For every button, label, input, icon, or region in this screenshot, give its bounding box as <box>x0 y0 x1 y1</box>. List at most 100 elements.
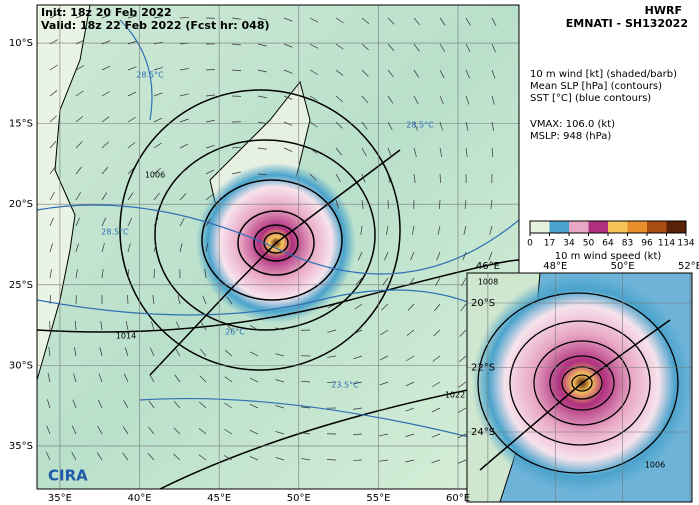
colorbar-tick-label: 134 <box>677 239 694 249</box>
wind-barb <box>101 116 110 123</box>
wind-barb <box>387 17 395 25</box>
wind-barb <box>46 425 51 435</box>
wind-barb <box>327 303 337 309</box>
wind-barb <box>283 17 293 22</box>
wind-barb <box>204 269 207 279</box>
wind-barb <box>465 121 469 131</box>
wind-barb <box>71 425 77 435</box>
sst-label: 23.5°C <box>331 381 359 390</box>
wind-barb <box>387 147 392 157</box>
wind-barb <box>465 17 471 26</box>
wind-barb <box>439 147 443 157</box>
wind-barb <box>353 329 363 335</box>
wind-barb <box>432 381 441 387</box>
wind-barb <box>205 243 209 253</box>
wind-barb <box>464 199 467 209</box>
wind-barb <box>122 426 129 435</box>
wind-barb <box>309 43 319 49</box>
lat-tick-label: 10°S <box>9 38 33 49</box>
wind-barb <box>381 303 389 311</box>
wind-barb <box>101 269 104 279</box>
wind-barb <box>465 69 470 79</box>
wind-barb <box>361 173 366 183</box>
wind-barb <box>231 69 241 72</box>
wind-barb <box>49 243 53 253</box>
colorbar-segment <box>608 221 628 233</box>
wind-barb <box>379 433 389 437</box>
wind-barb <box>153 142 162 149</box>
colorbar-segment <box>588 221 608 233</box>
wind-barb <box>413 173 416 183</box>
storm-track <box>149 149 401 376</box>
wind-barb <box>357 251 363 261</box>
wind-barb <box>283 147 293 152</box>
wind-barb <box>127 192 134 201</box>
vmax: VMAX: 106.0 (kt) <box>530 119 615 130</box>
wind-barb <box>231 146 241 149</box>
wind-barb <box>153 92 163 97</box>
africa-coast <box>37 5 91 381</box>
wind-barb <box>98 373 103 383</box>
wind-barb <box>200 322 207 331</box>
wind-barb <box>198 454 207 461</box>
wind-barb <box>205 169 215 175</box>
lat-tick-label: 25°S <box>9 280 33 291</box>
wind-barb <box>100 321 103 331</box>
wind-barb <box>147 453 155 461</box>
wind-barb <box>199 375 207 383</box>
wind-barb <box>408 277 415 286</box>
colorbar-segment <box>666 221 686 233</box>
wind-barb <box>101 65 111 71</box>
colorbar-segment <box>627 221 647 233</box>
colorbar-label: 10 m wind speed (kt) <box>555 251 662 262</box>
wind-barb <box>458 355 467 363</box>
wind-barb <box>413 147 417 157</box>
wind-barb <box>380 329 389 336</box>
wind-barb <box>173 453 181 461</box>
wind-barb <box>177 295 181 305</box>
wind-barb <box>386 225 389 235</box>
wind-barb <box>101 91 110 97</box>
wind-barb <box>433 329 441 337</box>
colorbar-segment <box>530 221 550 233</box>
wind-barb <box>49 269 52 279</box>
wind-barb <box>127 269 130 279</box>
wind-barb <box>439 43 446 52</box>
wind-barb <box>205 119 215 123</box>
wind-barb <box>205 218 212 227</box>
wind-barb <box>384 251 389 261</box>
wind-barb <box>101 192 108 201</box>
wind-barb <box>257 17 267 21</box>
wind-barb <box>205 193 214 201</box>
wind-barb <box>462 251 467 261</box>
wind-barb <box>275 327 285 331</box>
wind-barb <box>198 428 207 435</box>
wind-barb <box>71 451 77 461</box>
wind-barb <box>75 243 79 253</box>
wind-barb <box>438 199 441 210</box>
colorbar-segment <box>569 221 589 233</box>
wind-barb <box>150 347 155 357</box>
wind-barb <box>202 295 207 305</box>
wind-barb <box>179 193 187 201</box>
wind-barb <box>124 347 129 357</box>
wind-barb <box>309 147 318 154</box>
wind-barb <box>301 380 311 383</box>
wind-barb <box>458 381 467 388</box>
wind-barb <box>361 199 364 209</box>
lat-tick-label: 30°S <box>9 360 33 371</box>
wind-barb <box>283 43 293 48</box>
inset-slp-contours <box>477 292 679 474</box>
wind-barb <box>257 173 268 176</box>
wind-barb <box>465 95 470 105</box>
wind-barb <box>101 141 109 149</box>
slp-contours <box>37 89 519 489</box>
legend-line: 10 m wind [kt] (shaded/barb) <box>530 69 677 80</box>
wind-barb <box>489 225 493 235</box>
wind-barb <box>405 433 415 437</box>
lon-tick-label: 48°E <box>543 261 567 272</box>
wind-barb <box>309 173 317 181</box>
lat-tick-label: 35°S <box>9 441 33 452</box>
wind-barb <box>465 43 471 53</box>
